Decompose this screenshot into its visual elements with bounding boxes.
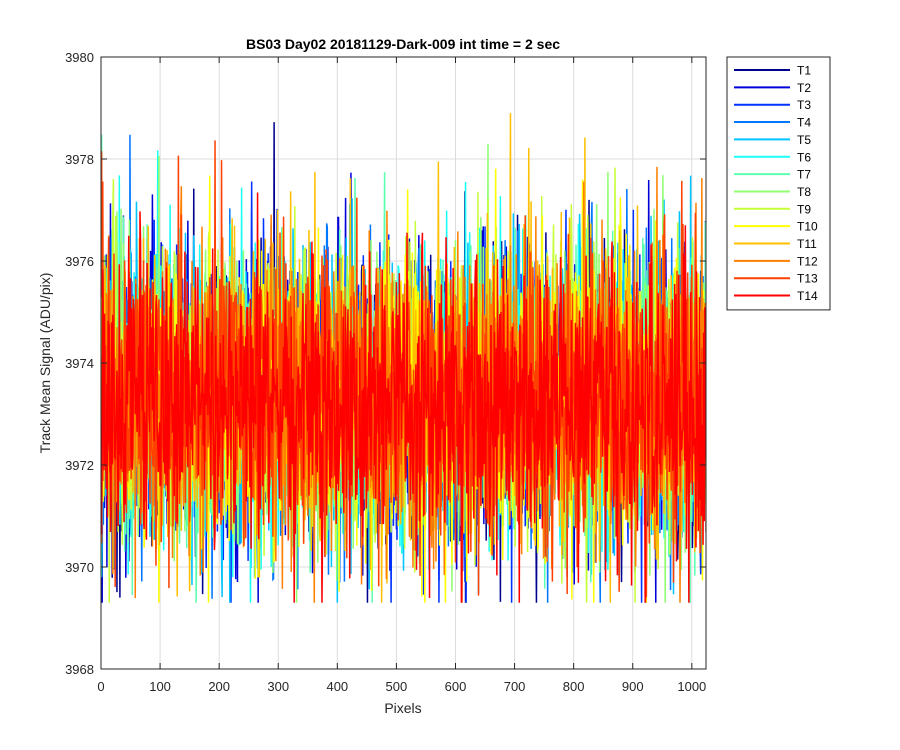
- x-tick-label: 200: [208, 679, 230, 694]
- legend: T1 T2 T3 T4 T5 T6 T7 T8 T9 T10 T11 T12 T13 T14: [726, 56, 831, 311]
- x-tick-label: 600: [445, 679, 467, 694]
- x-tick-label: 700: [504, 679, 526, 694]
- legend-label-t3: T3: [797, 98, 811, 112]
- legend-label-t11: T11: [797, 237, 817, 251]
- x-tick-label: 800: [563, 679, 585, 694]
- series-line-t14: [101, 192, 706, 603]
- legend-label-t1: T1: [797, 64, 811, 78]
- y-tick-label: 3968: [65, 662, 94, 677]
- legend-label-t8: T8: [797, 185, 811, 199]
- y-tick-label: 3976: [65, 254, 94, 269]
- axis-ticks: 0 100 200 300 400 500 600 700 800 900 1000 3968 3970…: [65, 50, 706, 694]
- y-tick-label: 3970: [65, 560, 94, 575]
- y-tick-label: 3972: [65, 458, 94, 473]
- y-tick-label: 3974: [65, 356, 94, 371]
- x-tick-label: 500: [386, 679, 408, 694]
- x-tick-label: 300: [267, 679, 289, 694]
- legend-label-t2: T2: [797, 81, 811, 95]
- legend-label-t9: T9: [797, 202, 811, 216]
- legend-label-t13: T13: [797, 272, 818, 286]
- legend-label-t4: T4: [797, 116, 811, 130]
- x-tick-label: 0: [97, 679, 104, 694]
- legend-label-t12: T12: [797, 254, 818, 268]
- chart-title: BS03 Day02 20181129-Dark-009 int time = …: [246, 36, 560, 52]
- legend-label-t10: T10: [797, 220, 818, 234]
- x-tick-label: 1000: [677, 679, 706, 694]
- x-axis-label: Pixels: [384, 700, 421, 716]
- legend-label-t7: T7: [797, 168, 811, 182]
- legend-label-t5: T5: [797, 133, 811, 147]
- legend-label-t14: T14: [797, 289, 818, 303]
- x-tick-label: 100: [149, 679, 171, 694]
- legend-label-t6: T6: [797, 150, 811, 164]
- x-tick-label: 900: [622, 679, 644, 694]
- y-tick-label: 3980: [65, 50, 94, 65]
- x-tick-label: 400: [326, 679, 348, 694]
- y-tick-label: 3978: [65, 152, 94, 167]
- y-axis-label: Track Mean Signal (ADU/pix): [37, 273, 53, 454]
- series-lines: [101, 113, 706, 603]
- legend-box: [726, 56, 831, 311]
